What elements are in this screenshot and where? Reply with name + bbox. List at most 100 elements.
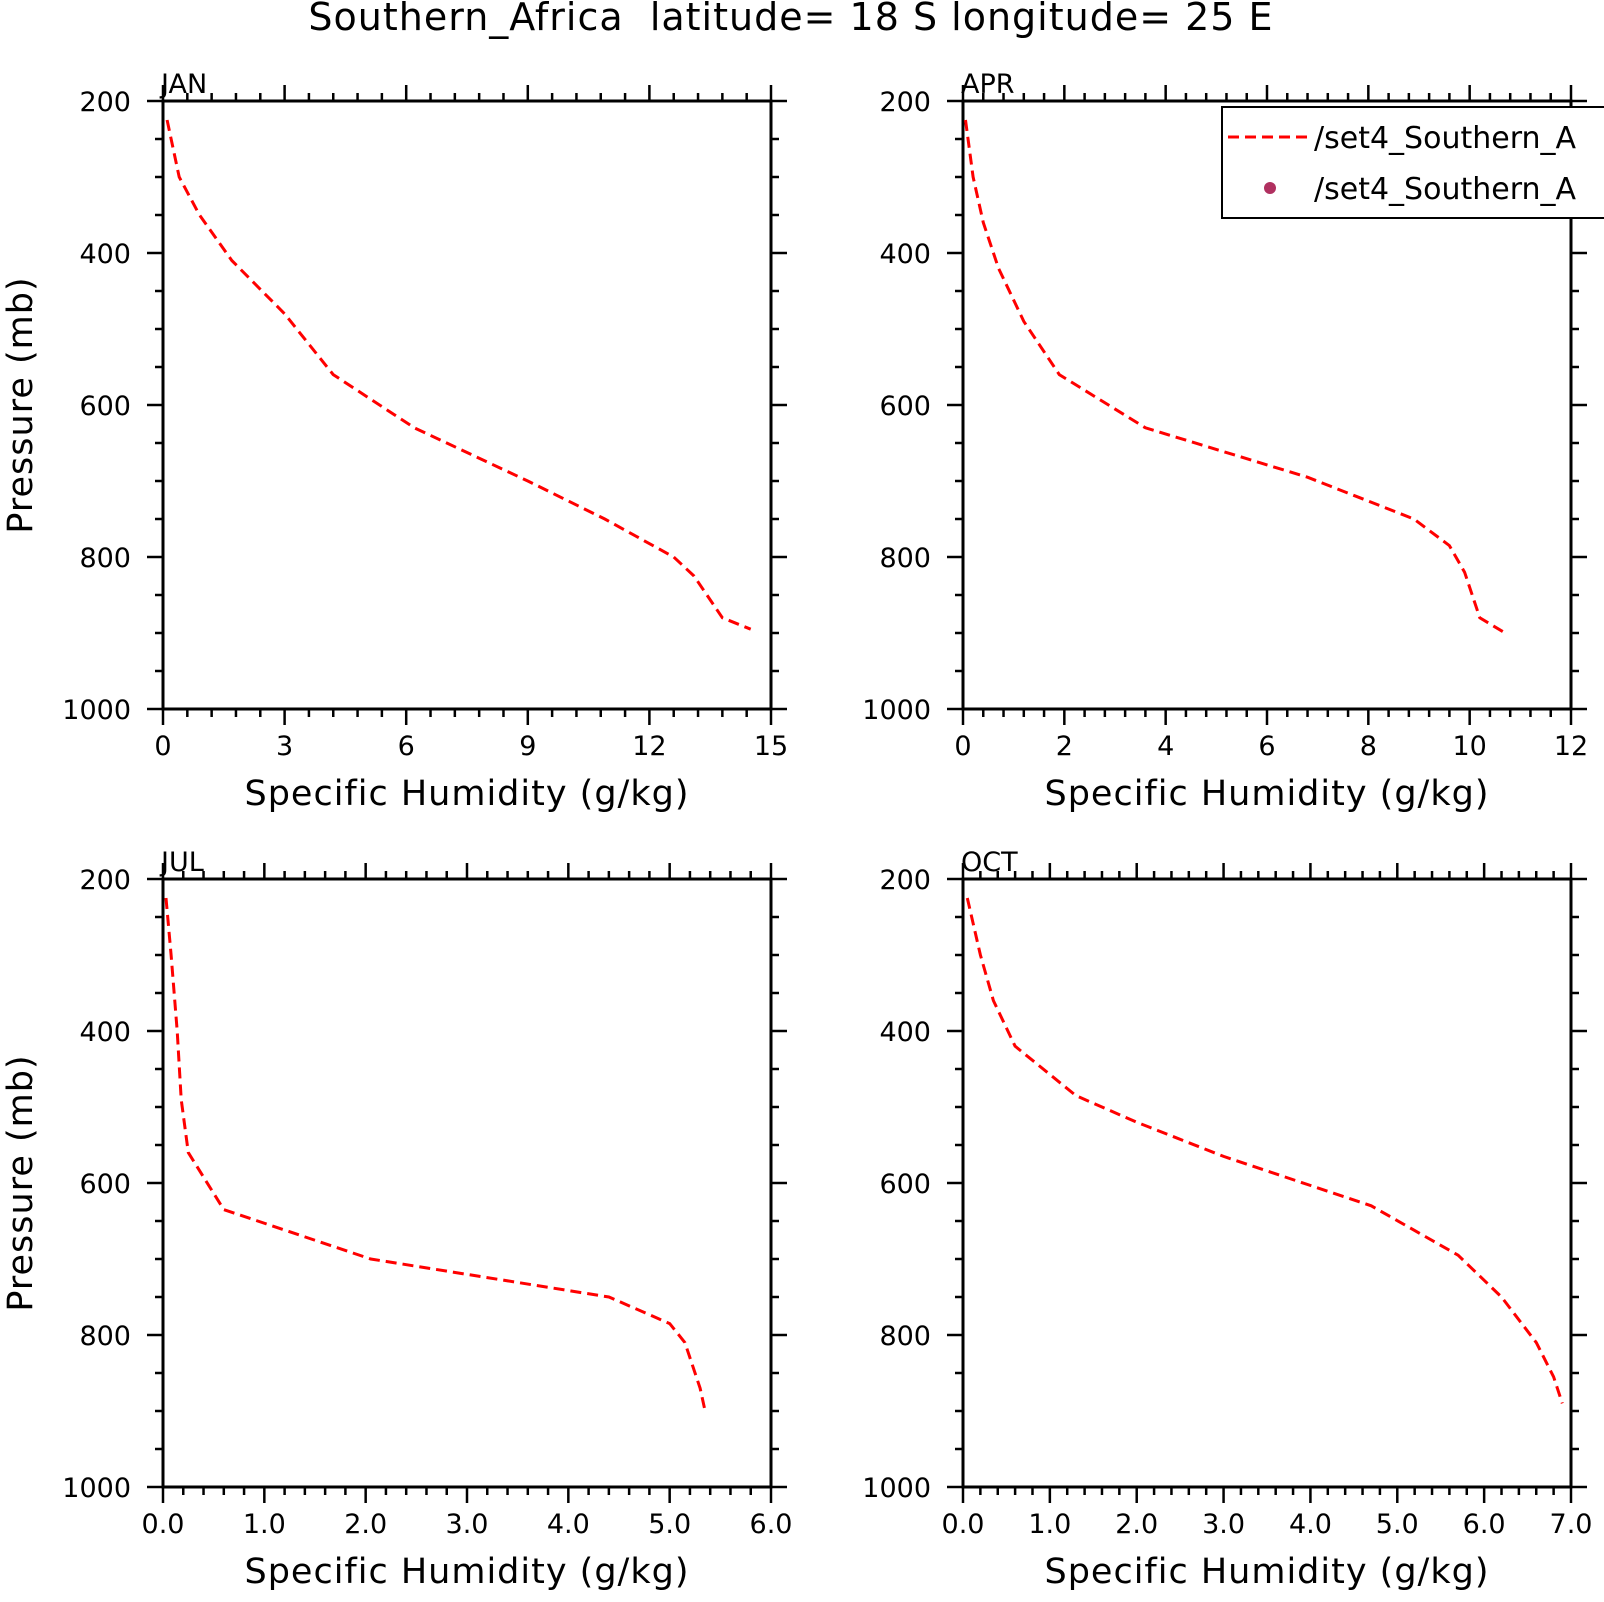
data-point (180, 1098, 183, 1101)
x-axis-label: Specific Humidity (g/kg) (1045, 1552, 1490, 1592)
x-axis-label: Specific Humidity (g/kg) (245, 1552, 690, 1592)
data-point (1014, 1045, 1017, 1048)
data-point (176, 1030, 179, 1033)
series-line (165, 119, 752, 631)
x-tick-label: 1.0 (243, 1509, 286, 1540)
series-line (965, 897, 1564, 1404)
data-point (1500, 1296, 1503, 1299)
y-tick-label: 600 (79, 391, 131, 422)
data-point (699, 1387, 702, 1390)
y-tick-label: 1000 (62, 1473, 131, 1504)
x-tick-label: 0 (954, 731, 971, 762)
data-point (704, 1410, 707, 1413)
x-tick-label: 8 (1360, 731, 1377, 762)
x-axis-label: Specific Humidity (g/kg) (1045, 774, 1490, 814)
x-tick-label: 15 (754, 731, 788, 762)
y-tick-label: 200 (879, 865, 931, 896)
y-tick-label: 800 (79, 543, 131, 574)
panel-label: JAN (159, 69, 207, 100)
data-point (1412, 518, 1415, 521)
data-point (165, 897, 168, 900)
panel-jul: JUL 0.0 1.0 2.0 3.0 4.0 5.0 6.0 200 400 600 800 1000… (1, 847, 792, 1592)
data-point (369, 1258, 372, 1261)
y-tick-label: 1000 (862, 695, 931, 726)
data-point (992, 999, 995, 1002)
legend-box (1221, 106, 1604, 219)
plot-frame (961, 877, 1573, 1489)
y-tick-label: 400 (79, 239, 131, 270)
y-tick-label: 200 (79, 865, 131, 896)
y-tick-label: 800 (879, 543, 931, 574)
data-point (966, 897, 969, 900)
x-tick-label: 4 (1157, 731, 1174, 762)
x-tick-label: 6 (1258, 731, 1275, 762)
data-point (683, 1341, 686, 1344)
y-axis-label: Pressure (mb) (1, 1054, 41, 1311)
data-point (721, 616, 724, 619)
y-tick-label: 400 (879, 1017, 931, 1048)
data-point (1463, 571, 1466, 574)
data-point (526, 480, 529, 483)
data-point (1552, 1375, 1555, 1378)
x-tick-label: 6.0 (1463, 1509, 1506, 1540)
data-point (187, 1151, 190, 1154)
data-point (1448, 544, 1451, 547)
x-tick-label: 12 (1554, 731, 1588, 762)
x-tick-label: 7.0 (1550, 1509, 1593, 1540)
y-tick-label: 200 (879, 87, 931, 118)
series-line (164, 897, 707, 1412)
x-tick-label: 3.0 (446, 1509, 489, 1540)
legend: /set4_Southern_A/set4_Southern_A (1221, 106, 1604, 219)
data-point (1561, 1402, 1564, 1405)
y-tick-label: 1000 (62, 695, 131, 726)
data-point (1022, 320, 1025, 323)
x-tick-label: 4.0 (547, 1509, 590, 1540)
data-point (198, 214, 201, 217)
panel-jan: JAN 0 3 6 9 12 15 200 400 600 800 1000 Specific Humi… (1, 69, 788, 814)
y-tick-label: 1000 (862, 1473, 931, 1504)
panel-label: OCT (961, 847, 1018, 878)
y-tick-label: 600 (879, 1169, 931, 1200)
y-tick-label: 600 (79, 1169, 131, 1200)
y-tick-label: 600 (879, 391, 931, 422)
data-point (178, 176, 181, 179)
panels: JAN 0 3 6 9 12 15 200 400 600 800 1000 Specific Humi… (1, 69, 1592, 1592)
y-tick-label: 400 (879, 239, 931, 270)
x-tick-label: 2.0 (344, 1509, 387, 1540)
x-tick-label: 2 (1056, 731, 1073, 762)
data-point (230, 259, 233, 262)
x-tick-label: 6 (398, 731, 415, 762)
x-tick-label: 6.0 (750, 1509, 793, 1540)
panel-label: JUL (159, 847, 204, 878)
x-tick-label: 0.0 (942, 1509, 985, 1540)
panel-label: APR (961, 69, 1015, 100)
data-point (668, 1322, 671, 1325)
x-tick-label: 12 (632, 731, 666, 762)
x-tick-label: 9 (519, 731, 536, 762)
legend-dot-swatch (1264, 182, 1276, 194)
data-point (1478, 616, 1481, 619)
data-point (1074, 1094, 1077, 1097)
data-point (672, 556, 675, 559)
data-point (222, 1208, 225, 1211)
y-tick-label: 400 (79, 1017, 131, 1048)
data-point (964, 119, 967, 122)
x-tick-label: 3.0 (1202, 1509, 1245, 1540)
plot-frame (161, 877, 773, 1489)
x-tick-label: 1.0 (1028, 1509, 1071, 1540)
x-tick-label: 0.0 (142, 1509, 185, 1540)
x-tick-label: 10 (1452, 731, 1486, 762)
data-point (170, 954, 173, 957)
x-tick-label: 5.0 (648, 1509, 691, 1540)
legend-label: /set4_Southern_A (1314, 121, 1577, 156)
figure-title: Southern_Africa latitude= 18 S longitude… (308, 0, 1273, 39)
data-point (972, 176, 975, 179)
data-point (1535, 1341, 1538, 1344)
data-point (1135, 1121, 1138, 1124)
x-axis-label: Specific Humidity (g/kg) (245, 774, 690, 814)
data-point (166, 119, 169, 122)
x-tick-label: 2.0 (1115, 1509, 1158, 1540)
x-tick-label: 5.0 (1376, 1509, 1419, 1540)
data-point (997, 267, 1000, 270)
